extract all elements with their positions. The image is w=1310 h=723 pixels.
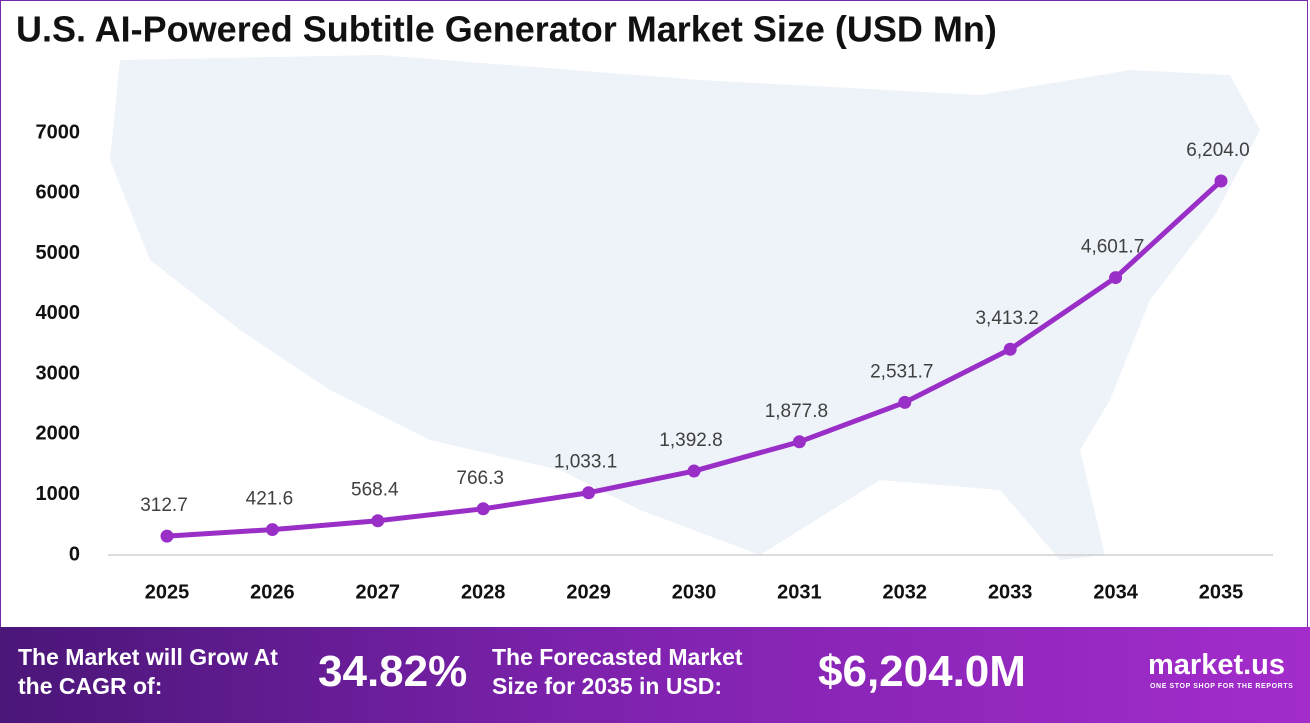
x-tick-label: 2027 <box>356 581 401 603</box>
data-label: 2,531.7 <box>870 361 933 382</box>
marker <box>1003 342 1017 356</box>
y-tick-label: 4000 <box>36 302 81 324</box>
chart: U.S. AI-Powered Subtitle Generator Marke… <box>16 9 1273 603</box>
marker <box>265 523 279 537</box>
marker <box>687 464 701 478</box>
footer: The Market will Grow At the CAGR of: 34.… <box>0 627 1310 723</box>
data-label: 1,033.1 <box>554 452 617 473</box>
data-label: 312.7 <box>140 495 188 516</box>
marker <box>1109 271 1123 285</box>
x-tick-label: 2033 <box>988 581 1033 603</box>
x-tick-label: 2031 <box>777 581 822 603</box>
y-tick-label: 2000 <box>36 423 81 445</box>
map-background <box>110 55 1260 560</box>
forecast-text: The Forecasted Market Size for 2035 in U… <box>492 644 743 699</box>
x-tick-label: 2026 <box>250 581 295 603</box>
y-tick-label: 7000 <box>36 121 81 143</box>
x-tick-label: 2035 <box>1199 581 1244 603</box>
data-label: 3,413.2 <box>975 308 1038 329</box>
y-tick-label: 0 <box>69 543 80 565</box>
marker <box>792 435 806 449</box>
cagr-value: 34.82% <box>318 647 468 696</box>
marker <box>371 514 385 528</box>
marker <box>1214 174 1228 188</box>
data-label: 766.3 <box>456 468 504 489</box>
marker <box>582 486 596 500</box>
data-label: 568.4 <box>351 480 399 501</box>
y-tick-label: 3000 <box>36 362 81 384</box>
data-label: 421.6 <box>246 489 294 510</box>
data-label: 1,877.8 <box>765 401 828 422</box>
marker <box>160 529 174 543</box>
x-tick-label: 2028 <box>461 581 506 603</box>
marker <box>898 395 912 409</box>
y-tick-label: 6000 <box>36 182 81 204</box>
x-tick-label: 2034 <box>1093 581 1138 603</box>
chart-title: U.S. AI-Powered Subtitle Generator Marke… <box>16 9 997 50</box>
marker <box>476 502 490 516</box>
data-label: 4,601.7 <box>1081 237 1144 258</box>
y-tick-label: 5000 <box>36 242 81 264</box>
data-label: 6,204.0 <box>1186 140 1249 161</box>
x-tick-label: 2029 <box>566 581 611 603</box>
tagline: ONE STOP SHOP FOR THE REPORTS <box>1150 683 1294 690</box>
y-tick-label: 1000 <box>36 483 81 505</box>
forecast-value: $6,204.0M <box>818 647 1026 696</box>
growth-text: The Market will Grow At the CAGR of: <box>18 644 278 699</box>
brand: market.us <box>1148 649 1286 681</box>
x-tick-label: 2032 <box>883 581 928 603</box>
data-label: 1,392.8 <box>659 430 722 451</box>
x-tick-label: 2030 <box>672 581 717 603</box>
x-tick-label: 2025 <box>145 581 190 603</box>
